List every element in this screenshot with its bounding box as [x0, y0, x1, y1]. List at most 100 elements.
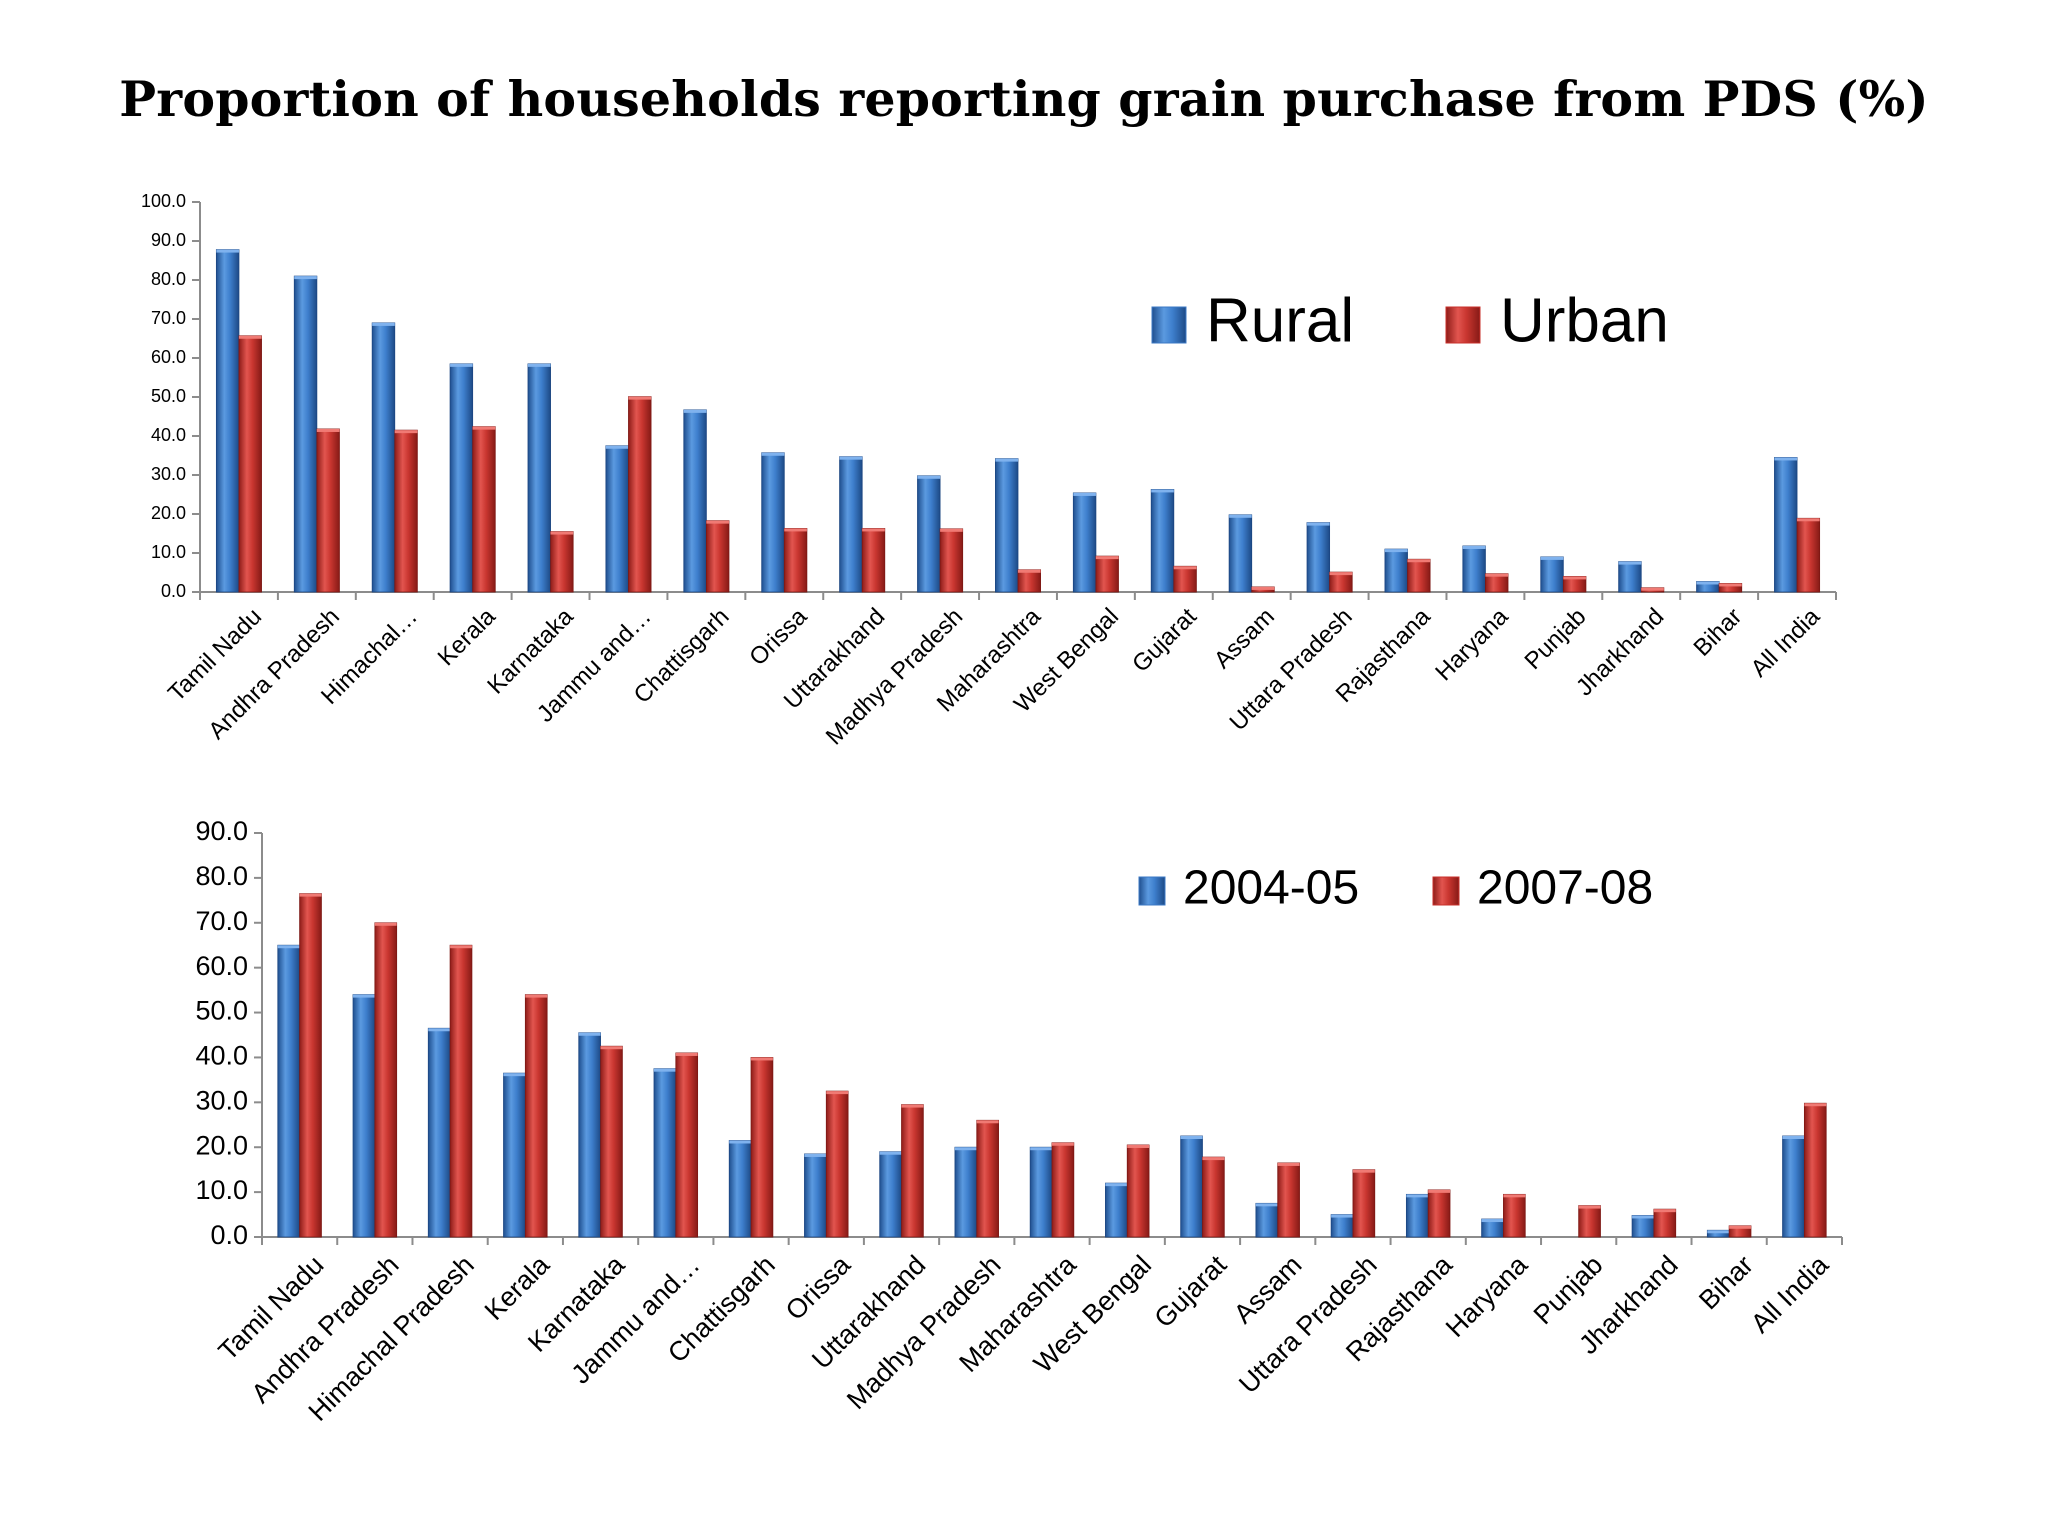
bar-cap	[1653, 1209, 1676, 1213]
y-tick-label: 70.0	[195, 906, 248, 936]
x-category-label: Uttara Pradesh	[1233, 1250, 1383, 1400]
bar-series-a	[917, 475, 941, 593]
legend-label: 2004-05	[1183, 862, 1359, 915]
bar-cap	[1632, 1215, 1654, 1219]
bar-cap	[862, 528, 885, 532]
bar-series-b	[1095, 555, 1119, 593]
bar-series-a	[954, 1146, 978, 1238]
bar-cap	[1173, 566, 1197, 570]
bar-series-a	[1180, 1135, 1203, 1238]
bar-cap	[784, 528, 807, 532]
bar-cap	[1384, 549, 1408, 553]
bar-series-a	[1330, 1214, 1354, 1238]
x-category-label: All India	[1745, 1249, 1835, 1339]
bar-series-a	[804, 1153, 827, 1238]
x-category-label: Kerala	[433, 603, 502, 672]
y-tick-label: 10.0	[195, 1175, 248, 1205]
bar-cap	[372, 322, 395, 326]
bar-series-b	[316, 428, 340, 593]
bar-cap	[1485, 573, 1509, 577]
bar-cap	[1707, 1230, 1730, 1234]
bar-series-a	[527, 363, 551, 593]
bar-series-b	[783, 528, 808, 593]
x-category-label: Madhya Pradesh	[821, 603, 968, 750]
bar-cap	[1105, 1183, 1128, 1187]
x-category-label: All India	[1746, 603, 1826, 683]
bar-series-b	[449, 944, 473, 1238]
bar-series-b	[1803, 1102, 1827, 1238]
bar-series-a	[293, 275, 318, 593]
x-category-label: Haryana	[1440, 1249, 1534, 1343]
bar-cap	[1127, 1144, 1150, 1148]
y-tick-label: 50.0	[195, 996, 248, 1026]
bar-series-b	[628, 396, 652, 593]
bar-cap	[1331, 1214, 1353, 1218]
bar-cap	[525, 994, 548, 998]
bar-series-b	[861, 528, 886, 593]
bar-series-a	[449, 363, 474, 593]
bar-series-a	[1462, 545, 1486, 593]
bar-cap	[940, 528, 963, 532]
bar-series-b	[825, 1090, 849, 1238]
bar-cap	[1229, 514, 1252, 518]
bar-cap	[428, 1028, 451, 1032]
bar-series-a	[1618, 561, 1642, 593]
bar-series-b	[472, 426, 496, 593]
bar-cap	[879, 1151, 902, 1155]
bar-cap	[578, 1032, 601, 1036]
bar-series-b	[1051, 1142, 1075, 1238]
bar-series-a	[1384, 548, 1408, 593]
bar-cap	[839, 456, 863, 460]
bar-cap	[1797, 518, 1820, 522]
legend-label: Urban	[1500, 286, 1669, 355]
bar-cap	[1578, 1205, 1601, 1209]
y-tick-label: 70.0	[151, 308, 186, 328]
bar-cap	[1095, 556, 1119, 560]
bar-series-b	[1427, 1189, 1451, 1238]
bar-cap	[353, 994, 375, 998]
legend-label: 2007-08	[1477, 862, 1653, 915]
bar-series-b	[1503, 1193, 1526, 1238]
y-tick-label: 100.0	[141, 191, 186, 211]
bar-cap	[1202, 1157, 1225, 1161]
bar-cap	[216, 249, 239, 253]
chart-title: Proportion of households reporting grain…	[119, 70, 1929, 128]
bar-cap	[901, 1104, 924, 1108]
bar-cap	[1428, 1189, 1451, 1193]
bar-cap	[1782, 1136, 1805, 1139]
bar-series-a	[1306, 522, 1331, 593]
bar-series-a	[761, 452, 785, 593]
bar-cap	[1307, 522, 1330, 526]
bar-series-b	[299, 893, 322, 1238]
bar-series-a	[1105, 1182, 1128, 1238]
bar-series-a	[503, 1072, 526, 1238]
bar-series-b	[750, 1057, 774, 1238]
bar-cap	[503, 1073, 526, 1077]
bar-series-b	[1202, 1156, 1225, 1238]
bar-series-b	[976, 1119, 999, 1238]
x-category-label: Orissa	[744, 603, 813, 672]
x-category-label: Gujarat	[1127, 603, 1202, 678]
bar-cap	[605, 445, 629, 449]
bar-series-b	[1173, 565, 1197, 593]
bar-cap	[1563, 576, 1586, 580]
bar-cap	[761, 452, 785, 456]
bar-series-b	[1126, 1144, 1150, 1238]
y-tick-label: 50.0	[151, 386, 186, 406]
bar-cap	[1462, 545, 1486, 549]
bar-series-b	[1578, 1205, 1601, 1238]
bar-series-a	[653, 1068, 677, 1238]
bar-series-a	[1150, 489, 1175, 593]
bar-series-b	[1796, 517, 1821, 593]
bar-series-b	[705, 520, 730, 593]
bar-series-a	[683, 409, 707, 593]
bar-series-b	[374, 922, 398, 1238]
bar-cap	[394, 430, 418, 434]
bar-series-a	[1631, 1215, 1655, 1238]
period-comparison-bar-chart: 0.010.020.030.040.050.060.070.080.090.0T…	[195, 816, 1843, 1427]
bar-cap	[550, 531, 574, 535]
bar-cap	[1255, 1203, 1278, 1207]
bar-cap	[1618, 561, 1642, 565]
x-category-label: Assam	[1209, 603, 1280, 674]
bar-series-a	[1782, 1135, 1805, 1238]
